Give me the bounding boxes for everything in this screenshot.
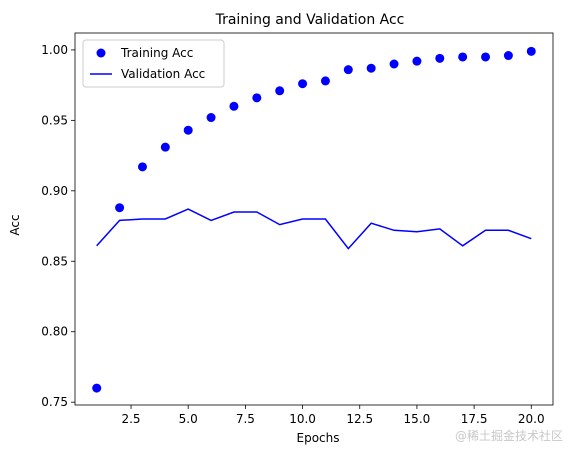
validation-acc-line (96, 208, 532, 250)
plot-frame (74, 32, 554, 406)
training-acc-point (481, 52, 491, 62)
legend-entry-label: Validation Acc (121, 67, 205, 81)
legend-marker-swatch (96, 48, 106, 58)
training-acc-point (366, 63, 376, 73)
x-tick-label: 12.5 (346, 412, 373, 426)
legend-box (82, 39, 225, 88)
x-tick-label: 7.5 (236, 412, 255, 426)
chart-title: Training and Validation Acc (215, 12, 405, 28)
y-axis-label: Acc (8, 214, 22, 235)
x-tick-label: 10.0 (289, 412, 316, 426)
training-acc-point (412, 56, 422, 66)
training-acc-point (526, 46, 536, 56)
x-axis: 2.5 5.0 7.5 10.0 12.5 15.0 17.5 20.0 (121, 405, 545, 426)
training-acc-point (275, 86, 285, 96)
training-acc-point (160, 142, 170, 152)
y-tick-label: 0.75 (41, 395, 68, 409)
training-acc-point (503, 51, 513, 61)
x-tick-label: 17.5 (461, 412, 488, 426)
x-tick-label: 2.5 (121, 412, 140, 426)
training-acc-point (298, 79, 308, 89)
plot-area (74, 32, 554, 406)
training-acc-point (92, 383, 102, 393)
training-acc-point (458, 52, 468, 62)
y-tick-label: 1.00 (41, 43, 68, 57)
y-axis: 0.75 0.80 0.85 0.90 0.95 1.00 (41, 43, 75, 409)
training-acc-point (229, 101, 239, 111)
training-acc-point (343, 65, 353, 75)
watermark: @稀土掘金技术社区 (455, 428, 563, 443)
legend: Training Acc Validation Acc (82, 39, 225, 88)
y-tick-label: 0.85 (41, 254, 68, 268)
series-layer (92, 46, 536, 393)
training-acc-point (435, 53, 445, 63)
y-tick-label: 0.95 (41, 113, 68, 127)
x-axis-label: Epochs (297, 431, 340, 445)
x-tick-label: 15.0 (404, 412, 431, 426)
training-acc-point (183, 125, 193, 135)
y-tick-label: 0.80 (41, 325, 68, 339)
training-acc-point (137, 162, 147, 172)
x-tick-label: 5.0 (179, 412, 198, 426)
training-acc-point (389, 59, 399, 69)
training-acc-point (115, 203, 125, 213)
training-acc-point (252, 93, 262, 103)
y-tick-label: 0.90 (41, 184, 68, 198)
training-acc-point (206, 113, 216, 123)
x-tick-label: 20.0 (518, 412, 545, 426)
training-acc-point (320, 76, 330, 86)
legend-entry-label: Training Acc (120, 46, 193, 60)
